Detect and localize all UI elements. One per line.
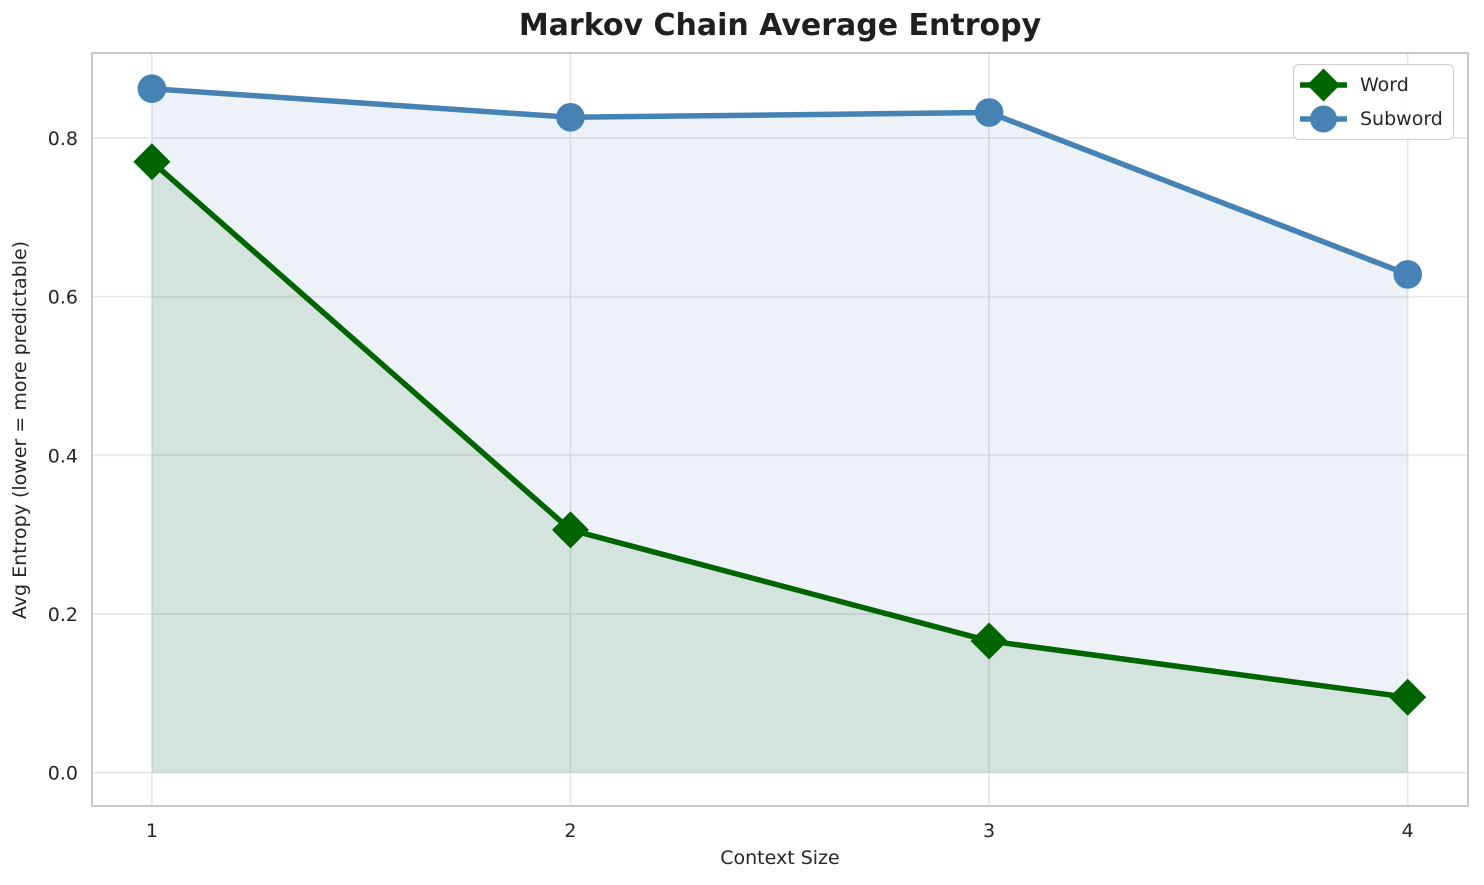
subword-line [149,85,1411,278]
legend-label: Subword [1360,108,1443,130]
y-tick-label: 0.0 [48,763,78,785]
subword-marker [137,74,167,104]
y-tick-label: 0.4 [48,445,78,467]
word-line [149,158,1411,701]
legend: Word Subword [1293,64,1454,140]
x-tick-label: 2 [564,820,576,842]
word-area-fill [151,161,1408,773]
word-marker [551,511,589,549]
word-marker [1389,678,1427,716]
y-tick-label: 0.8 [48,128,78,150]
legend-item-subword: Subword [1299,102,1443,136]
legend-item-word: Word [1299,68,1443,102]
chart-title: Markov Chain Average Entropy [518,8,1042,43]
legend-label: Word [1360,74,1409,96]
word-marker [133,143,171,181]
y-tick-label: 0.2 [48,604,78,626]
subword-legend-marker-icon [1300,105,1347,133]
x-axis-label: Context Size [720,847,840,869]
x-tick-label: 1 [146,820,158,842]
subword-marker [1393,260,1423,289]
word-marker [970,622,1008,660]
y-tick-label: 0.6 [48,287,78,309]
subword-marker [556,102,585,132]
subword-marker [974,98,1004,127]
subword-area-fill [151,88,1408,773]
plot-border [91,52,1469,807]
word-legend-marker-icon [1300,68,1347,102]
x-tick-label: 4 [1402,820,1414,842]
x-tick-label: 3 [983,820,995,842]
